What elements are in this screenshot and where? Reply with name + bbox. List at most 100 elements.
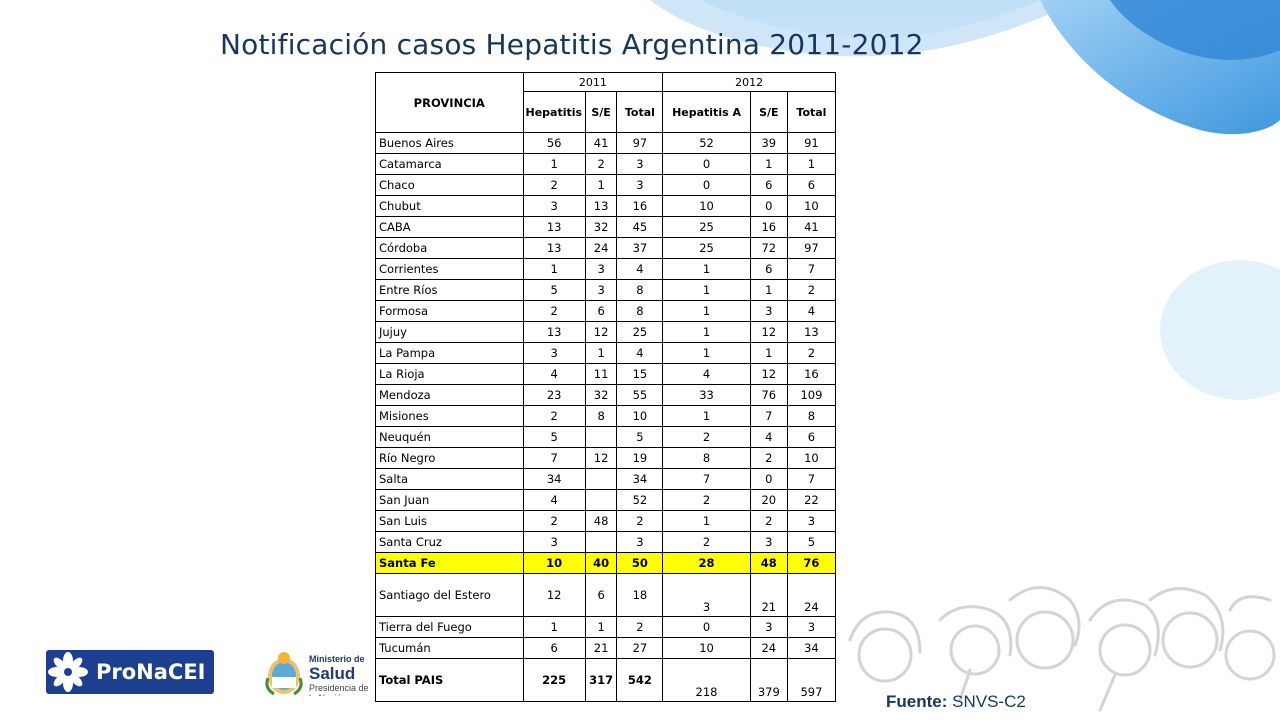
value-cell: 3 <box>522 531 586 553</box>
value-cell: 10 <box>662 195 751 217</box>
table-row: Chaco 2 1 3 0 6 6 <box>375 174 837 196</box>
value-cell: 55 <box>616 384 664 406</box>
value-cell: 8 <box>662 447 751 469</box>
value-cell: 1 <box>662 279 751 301</box>
value-cell: 2 <box>662 531 751 553</box>
table-row: Córdoba 13 24 37 25 72 97 <box>375 237 837 259</box>
value-cell: 16 <box>616 195 664 217</box>
col-se-2012: S/E <box>749 91 788 133</box>
value-cell: 2 <box>584 153 618 175</box>
value-cell: 597 <box>786 658 837 702</box>
source-label: Fuente: <box>886 692 948 711</box>
value-cell: 1 <box>749 153 788 175</box>
value-cell: 13 <box>522 321 586 343</box>
value-cell: 379 <box>749 658 788 702</box>
province-cell: Mendoza <box>375 384 524 406</box>
value-cell: 2 <box>749 510 788 532</box>
value-cell: 3 <box>749 300 788 322</box>
value-cell: 15 <box>616 363 664 385</box>
value-cell: 20 <box>749 489 788 511</box>
national-seal-icon <box>265 652 303 696</box>
hepatitis-table-container: PROVINCIA 2011 2012 Hepatitis A S/E Tota… <box>375 72 837 702</box>
value-cell: 5 <box>522 426 586 448</box>
value-cell: 16 <box>749 216 788 238</box>
value-cell: 13 <box>522 216 586 238</box>
value-cell: 6 <box>749 258 788 280</box>
value-cell: 0 <box>749 468 788 490</box>
value-cell: 19 <box>616 447 664 469</box>
value-cell: 34 <box>616 468 664 490</box>
value-cell: 2 <box>522 405 586 427</box>
table-row: Formosa 2 6 8 1 3 4 <box>375 300 837 322</box>
value-cell: 3 <box>584 258 618 280</box>
value-cell: 24 <box>786 573 837 617</box>
value-cell: 4 <box>522 489 586 511</box>
year-2012-header: 2012 <box>662 72 836 92</box>
value-cell: 317 <box>584 658 618 702</box>
province-cell: Jujuy <box>375 321 524 343</box>
table-row: Tucumán 6 21 27 10 24 34 <box>375 637 837 659</box>
value-cell: 25 <box>616 321 664 343</box>
value-cell <box>584 489 618 511</box>
value-cell: 109 <box>786 384 837 406</box>
presidencia-text: Presidencia de la Nación <box>309 683 369 696</box>
table-row: Santa Fe 10 40 50 28 48 76 <box>375 552 837 574</box>
salud-text: Salud <box>309 664 356 683</box>
col-se-2011: S/E <box>584 91 618 133</box>
pronacei-logo-text: ProNaCEI <box>96 660 206 684</box>
province-cell: La Pampa <box>375 342 524 364</box>
value-cell: 8 <box>616 300 664 322</box>
province-cell: Formosa <box>375 300 524 322</box>
value-cell: 1 <box>522 616 586 638</box>
flower-icon <box>48 652 88 692</box>
value-cell: 10 <box>786 195 837 217</box>
province-cell: San Luis <box>375 510 524 532</box>
value-cell: 6 <box>522 637 586 659</box>
value-cell: 18 <box>616 573 664 617</box>
year-2011-header: 2011 <box>522 72 664 92</box>
value-cell: 34 <box>786 637 837 659</box>
value-cell: 6 <box>584 300 618 322</box>
province-cell: Santiago del Estero <box>375 573 524 617</box>
province-cell: Córdoba <box>375 237 524 259</box>
value-cell: 97 <box>616 132 664 154</box>
value-cell: 3 <box>749 531 788 553</box>
value-cell: 6 <box>786 426 837 448</box>
value-cell: 3 <box>522 342 586 364</box>
province-cell: Entre Ríos <box>375 279 524 301</box>
value-cell: 39 <box>749 132 788 154</box>
table-row: Misiones 2 8 10 1 7 8 <box>375 405 837 427</box>
value-cell: 3 <box>749 616 788 638</box>
province-cell: Neuquén <box>375 426 524 448</box>
value-cell: 2 <box>662 426 751 448</box>
table-row: Chubut 3 13 16 10 0 10 <box>375 195 837 217</box>
value-cell: 5 <box>522 279 586 301</box>
value-cell: 1 <box>662 405 751 427</box>
table-row: Tierra del Fuego 1 1 2 0 3 3 <box>375 616 837 638</box>
value-cell: 12 <box>749 363 788 385</box>
table-row: Total PAIS 225 317 542 218 379 597 <box>375 658 837 702</box>
value-cell: 10 <box>616 405 664 427</box>
pronacei-logo: ProNaCEI <box>46 650 214 694</box>
value-cell: 7 <box>522 447 586 469</box>
value-cell: 2 <box>786 279 837 301</box>
value-cell: 4 <box>662 363 751 385</box>
value-cell: 1 <box>749 279 788 301</box>
value-cell: 1 <box>662 258 751 280</box>
value-cell: 34 <box>522 468 586 490</box>
value-cell: 2 <box>616 510 664 532</box>
value-cell: 48 <box>584 510 618 532</box>
value-cell: 8 <box>616 279 664 301</box>
table-row: Neuquén 5 5 2 4 6 <box>375 426 837 448</box>
source-value: SNVS-C2 <box>952 692 1026 711</box>
value-cell: 13 <box>584 195 618 217</box>
value-cell: 97 <box>786 237 837 259</box>
province-cell: San Juan <box>375 489 524 511</box>
value-cell: 3 <box>616 531 664 553</box>
province-cell: Misiones <box>375 405 524 427</box>
hepatitis-table: PROVINCIA 2011 2012 Hepatitis A S/E Tota… <box>375 72 837 702</box>
value-cell: 1 <box>786 153 837 175</box>
province-cell: Total PAIS <box>375 658 524 702</box>
value-cell: 4 <box>616 258 664 280</box>
